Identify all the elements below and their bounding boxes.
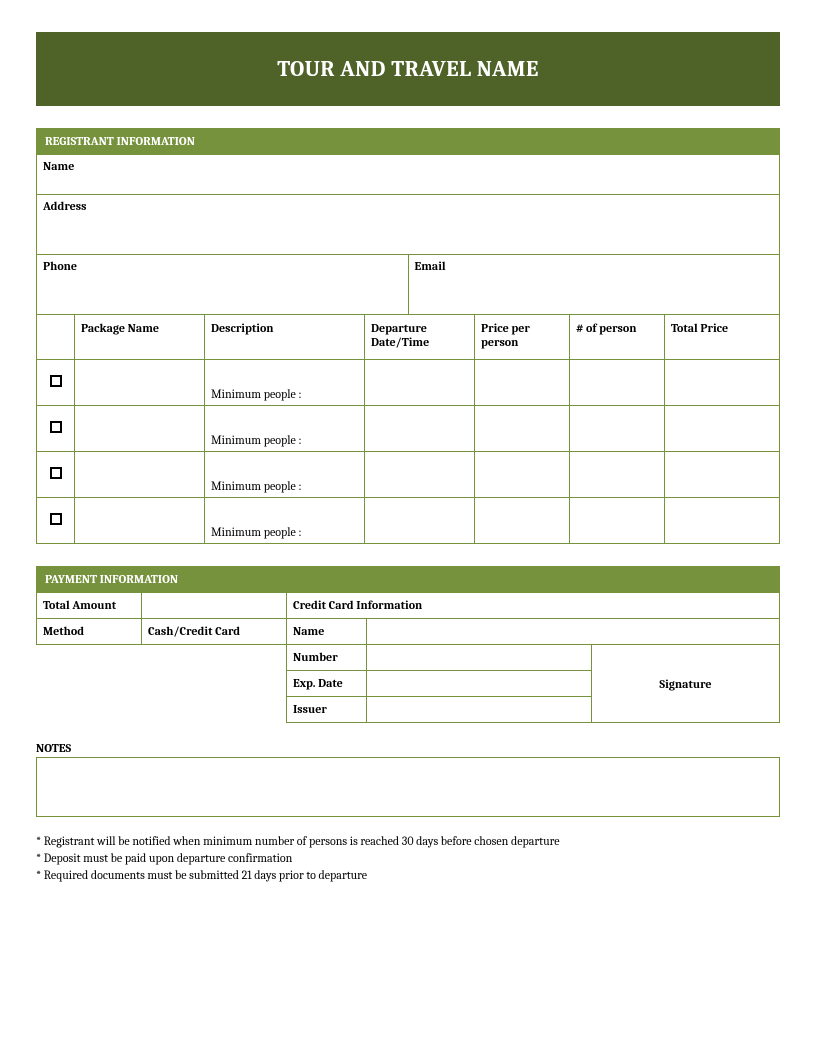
persons-cell[interactable]: [570, 498, 665, 544]
col-departure: Departure Date/Time: [365, 315, 475, 360]
checkbox-icon[interactable]: [50, 467, 62, 479]
price-cell[interactable]: [475, 452, 570, 498]
notes-label: NOTES: [36, 741, 780, 755]
package-name-cell[interactable]: [75, 406, 205, 452]
package-row: Minimum people :: [37, 360, 780, 406]
departure-cell[interactable]: [365, 406, 475, 452]
package-checkbox-cell[interactable]: [37, 452, 75, 498]
col-package-name: Package Name: [75, 315, 205, 360]
total-amount-label: Total Amount: [37, 593, 142, 619]
registrant-table: Name Address Phone Email: [36, 154, 780, 315]
total-cell[interactable]: [665, 498, 780, 544]
phone-field[interactable]: Phone: [37, 255, 409, 315]
package-checkbox-cell[interactable]: [37, 406, 75, 452]
persons-cell[interactable]: [570, 406, 665, 452]
total-amount-value[interactable]: [142, 593, 287, 619]
package-checkbox-cell[interactable]: [37, 498, 75, 544]
package-name-cell[interactable]: [75, 360, 205, 406]
package-row: Minimum people :: [37, 452, 780, 498]
persons-cell[interactable]: [570, 452, 665, 498]
description-cell[interactable]: Minimum people :: [205, 360, 365, 406]
cc-number-label: Number: [287, 645, 367, 671]
cc-exp-label: Exp. Date: [287, 671, 367, 697]
price-cell[interactable]: [475, 498, 570, 544]
price-cell[interactable]: [475, 360, 570, 406]
payment-section-header: PAYMENT INFORMATION: [36, 566, 780, 592]
payment-table: Total Amount Credit Card Information Met…: [36, 592, 780, 723]
footnote-line: * Required documents must be submitted 2…: [36, 867, 780, 884]
total-cell[interactable]: [665, 360, 780, 406]
signature-cell[interactable]: Signature: [592, 645, 780, 723]
method-value: Cash/Credit Card: [142, 619, 287, 645]
col-total: Total Price: [665, 315, 780, 360]
checkbox-icon[interactable]: [50, 421, 62, 433]
footnotes: * Registrant will be notified when minim…: [36, 833, 780, 883]
departure-cell[interactable]: [365, 360, 475, 406]
package-name-cell[interactable]: [75, 498, 205, 544]
departure-cell[interactable]: [365, 498, 475, 544]
name-field[interactable]: Name: [37, 155, 780, 195]
title-banner: TOUR AND TRAVEL NAME: [36, 32, 780, 106]
method-label: Method: [37, 619, 142, 645]
package-checkbox-cell[interactable]: [37, 360, 75, 406]
cc-issuer-label: Issuer: [287, 697, 367, 723]
description-cell[interactable]: Minimum people :: [205, 498, 365, 544]
checkbox-icon[interactable]: [50, 375, 62, 387]
cc-issuer-value[interactable]: [367, 697, 592, 723]
departure-cell[interactable]: [365, 452, 475, 498]
notes-box[interactable]: [36, 757, 780, 817]
package-name-cell[interactable]: [75, 452, 205, 498]
package-row: Minimum people :: [37, 406, 780, 452]
footnote-line: * Deposit must be paid upon departure co…: [36, 850, 780, 867]
package-table: Package Name Description Departure Date/…: [36, 315, 780, 544]
cc-name-label: Name: [287, 619, 367, 645]
description-cell[interactable]: Minimum people :: [205, 452, 365, 498]
package-header-row: Package Name Description Departure Date/…: [37, 315, 780, 360]
col-description: Description: [205, 315, 365, 360]
footnote-line: * Registrant will be notified when minim…: [36, 833, 780, 850]
total-cell[interactable]: [665, 452, 780, 498]
package-row: Minimum people :: [37, 498, 780, 544]
address-field[interactable]: Address: [37, 195, 780, 255]
email-field[interactable]: Email: [408, 255, 780, 315]
col-persons: # of person: [570, 315, 665, 360]
price-cell[interactable]: [475, 406, 570, 452]
cc-number-value[interactable]: [367, 645, 592, 671]
cc-exp-value[interactable]: [367, 671, 592, 697]
col-checkbox: [37, 315, 75, 360]
cc-name-value[interactable]: [367, 619, 780, 645]
cc-info-header: Credit Card Information: [287, 593, 780, 619]
checkbox-icon[interactable]: [50, 513, 62, 525]
col-price: Price per person: [475, 315, 570, 360]
description-cell[interactable]: Minimum people :: [205, 406, 365, 452]
persons-cell[interactable]: [570, 360, 665, 406]
registrant-section-header: REGISTRANT INFORMATION: [36, 128, 780, 154]
total-cell[interactable]: [665, 406, 780, 452]
